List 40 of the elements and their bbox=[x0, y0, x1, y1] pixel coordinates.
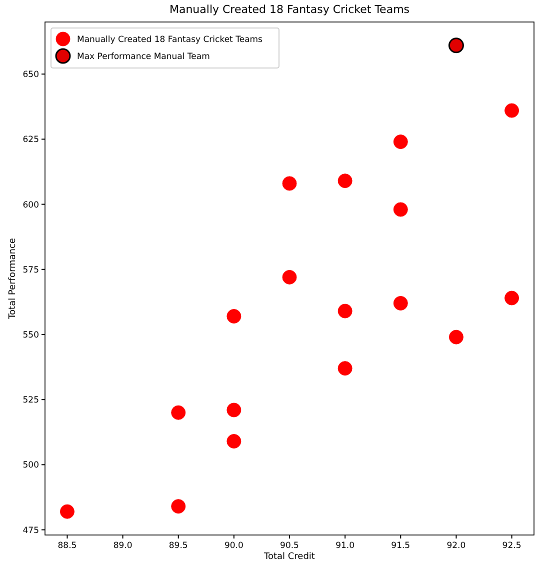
point bbox=[393, 134, 408, 150]
chart-title: Manually Created 18 Fantasy Cricket Teams bbox=[169, 3, 410, 16]
y-tick-label: 575 bbox=[22, 265, 39, 276]
x-tick-label: 91.5 bbox=[391, 541, 410, 551]
point bbox=[282, 176, 297, 191]
point bbox=[171, 499, 186, 514]
point bbox=[282, 270, 297, 284]
x-tick-label: 92.0 bbox=[446, 541, 466, 551]
x-axis-title: Total Credit bbox=[263, 552, 316, 561]
point bbox=[448, 330, 464, 344]
x-tick-label: 88.5 bbox=[58, 541, 77, 551]
x-tick-label: 89.5 bbox=[168, 541, 188, 551]
point bbox=[226, 434, 242, 448]
y-tick-label: 525 bbox=[22, 396, 39, 406]
y-tick-label: 600 bbox=[22, 200, 39, 210]
point bbox=[226, 402, 242, 418]
y-tick-label: 625 bbox=[22, 135, 39, 146]
point bbox=[393, 202, 408, 217]
point bbox=[338, 361, 352, 376]
x-tick-label: 90.0 bbox=[224, 541, 244, 551]
point bbox=[60, 504, 74, 519]
legend-label: Manually Created 18 Fantasy Cricket Teams bbox=[77, 35, 264, 45]
point bbox=[504, 290, 520, 306]
point bbox=[338, 174, 352, 188]
point bbox=[393, 296, 408, 310]
y-axis-title: Total Performance bbox=[8, 238, 18, 320]
x-tick-label: 92.5 bbox=[502, 541, 522, 551]
y-tick-label: 550 bbox=[22, 330, 39, 340]
point bbox=[504, 103, 520, 118]
y-tick-label: 475 bbox=[22, 526, 39, 536]
point bbox=[338, 304, 352, 318]
point bbox=[226, 309, 242, 324]
x-tick-label: 90.5 bbox=[280, 541, 299, 551]
legend-label: Max Performance Manual Team bbox=[77, 52, 210, 62]
y-tick-label: 650 bbox=[22, 70, 39, 80]
point bbox=[171, 405, 186, 420]
y-tick-label: 500 bbox=[22, 460, 39, 471]
x-tick-label: 89.0 bbox=[113, 541, 132, 551]
x-tick-label: 91.0 bbox=[336, 541, 355, 551]
point bbox=[448, 38, 464, 54]
